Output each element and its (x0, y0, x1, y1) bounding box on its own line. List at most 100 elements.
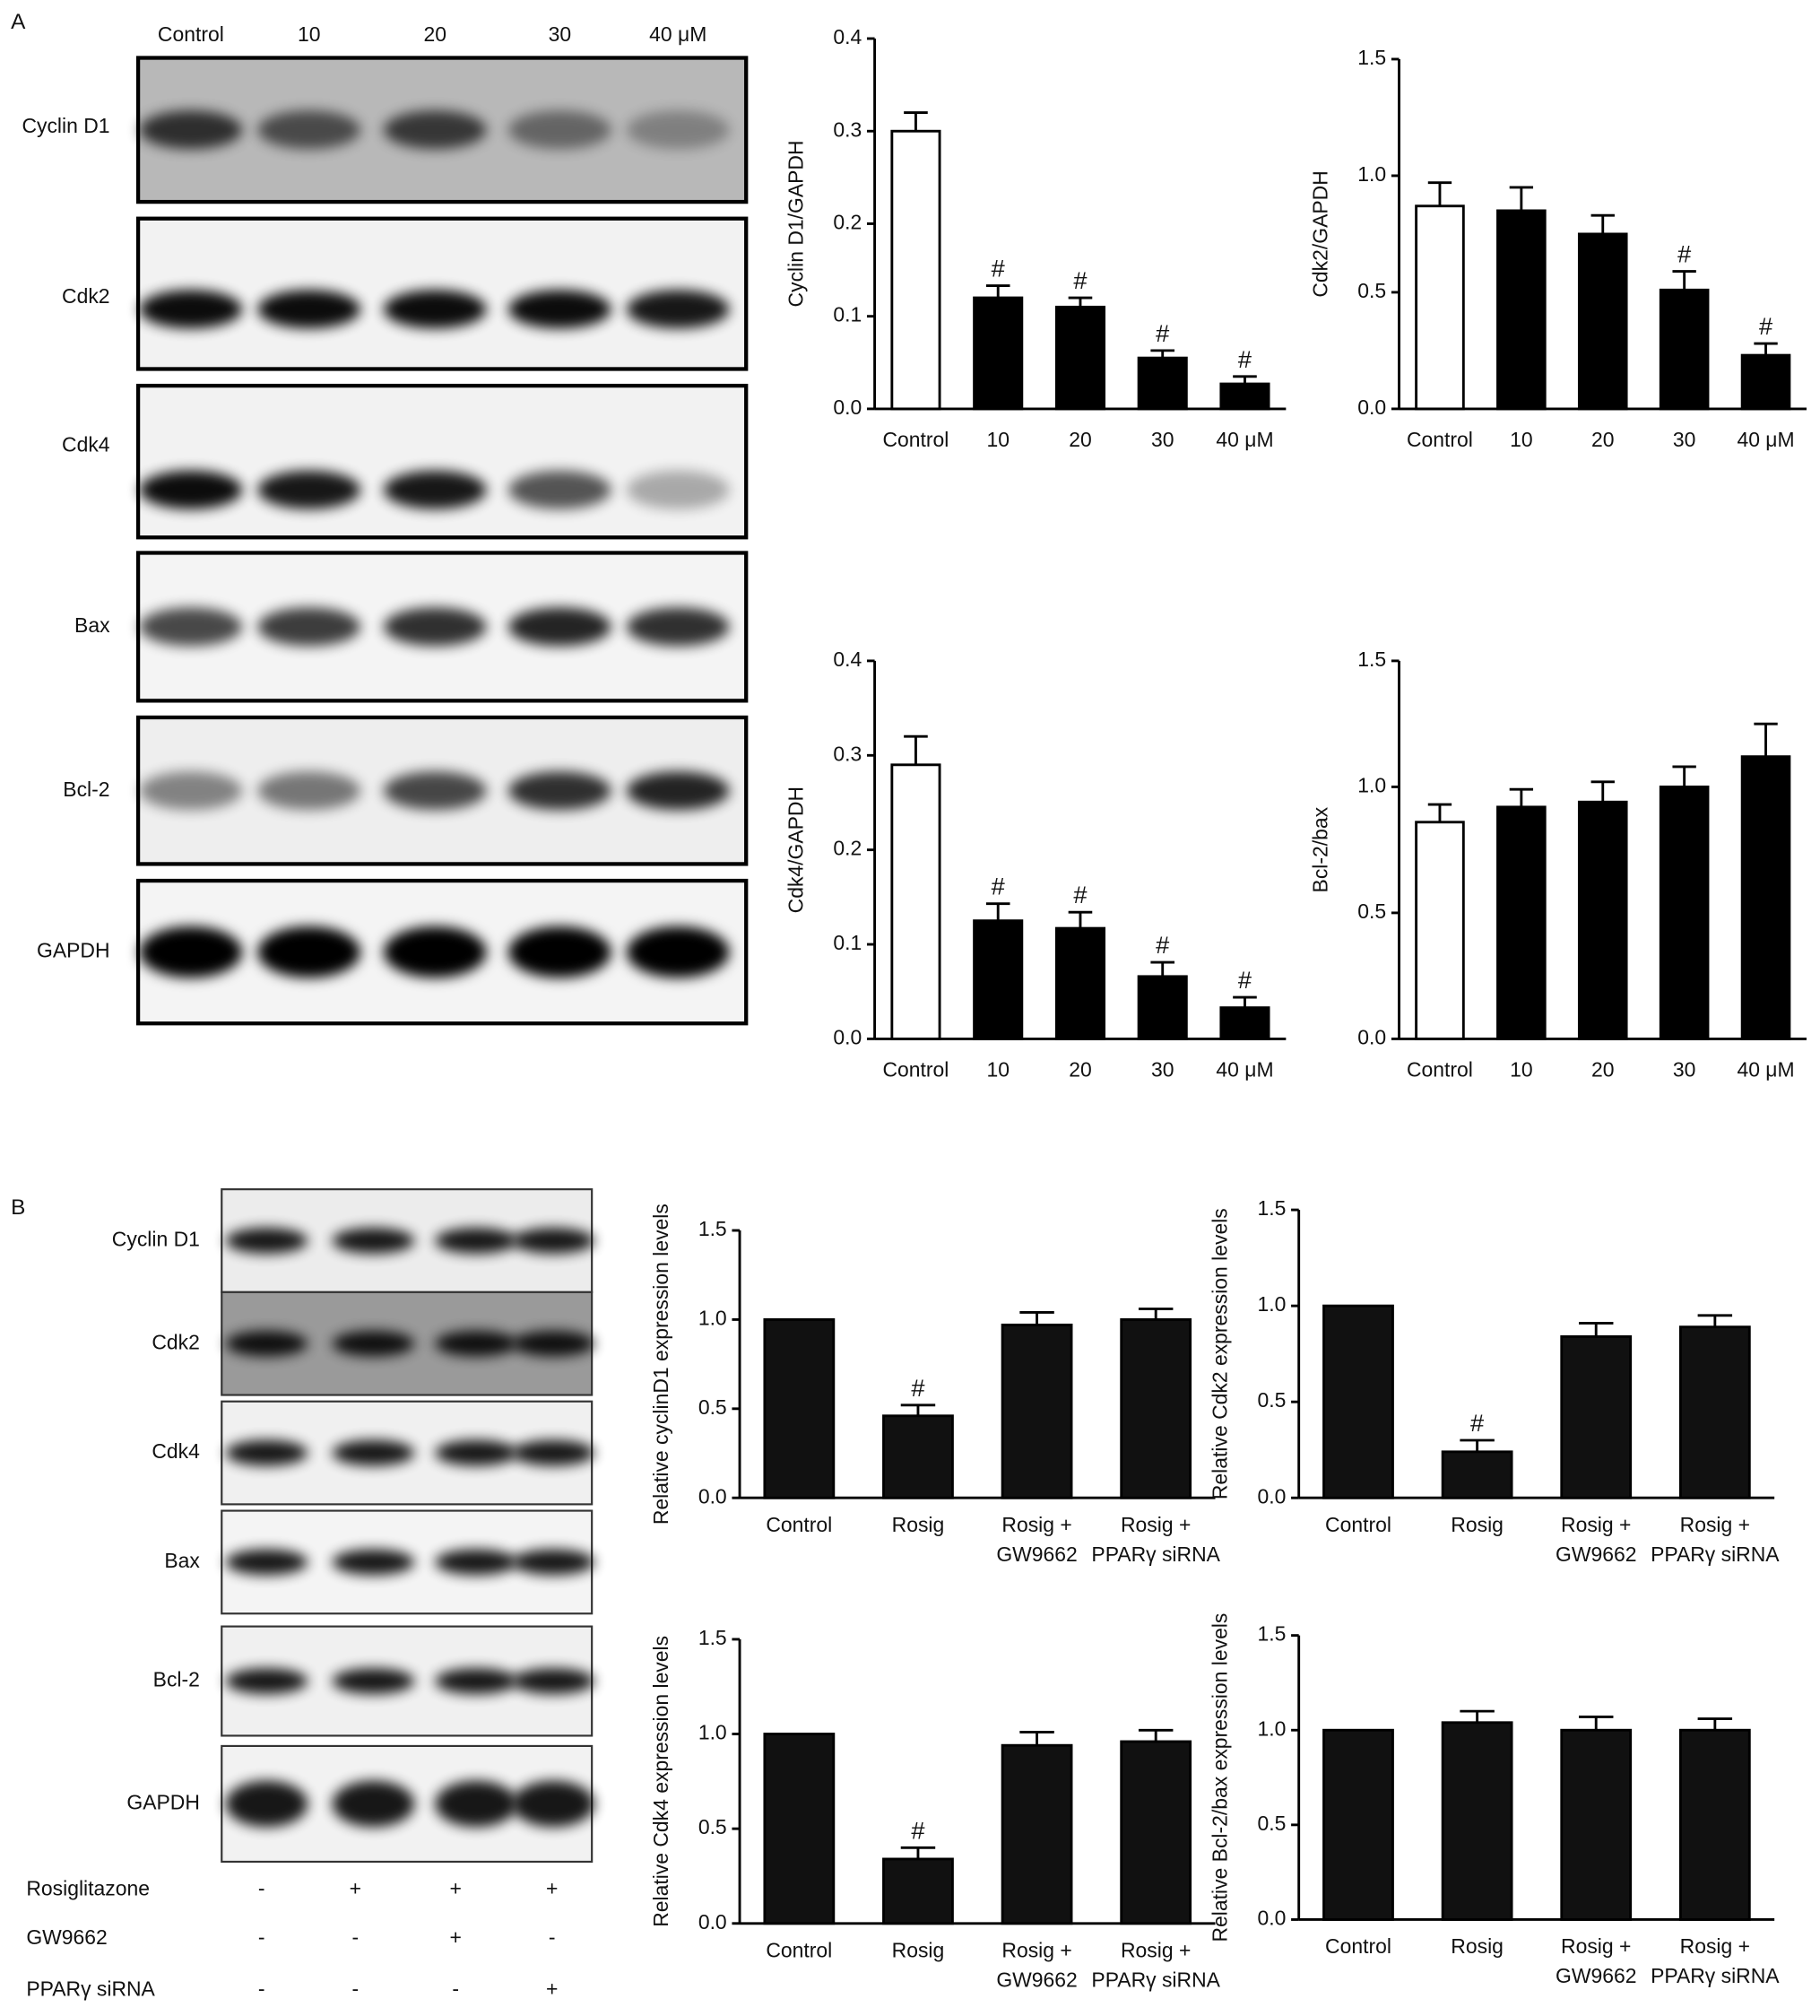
blot-band (626, 771, 730, 811)
panel-label: B (11, 1195, 25, 1220)
blot-band (257, 290, 361, 329)
blot-band (332, 1439, 415, 1466)
blot-band (507, 771, 611, 811)
y-tick-label: 0.5 (1357, 279, 1386, 302)
lane-label: 30 (549, 22, 572, 46)
x-tick-label: Rosig + (1001, 1513, 1071, 1536)
y-tick-label: 0.0 (1357, 1025, 1386, 1048)
y-tick-label: 0.5 (698, 1395, 727, 1419)
x-tick-label: Rosig (892, 1513, 945, 1536)
blot-band (139, 470, 243, 509)
blot-band (332, 1780, 415, 1828)
y-tick-label: 1.0 (1257, 1292, 1286, 1316)
lane-label: 40 μM (649, 22, 706, 46)
y-axis-label: Cyclin D1/GAPDH (784, 140, 808, 307)
y-tick-label: 0.5 (1257, 1812, 1286, 1835)
blot-band (435, 1780, 518, 1828)
treatment-sign: + (546, 1977, 558, 2000)
blot-band (626, 110, 730, 150)
y-tick-label: 1.5 (1257, 1622, 1286, 1646)
lane-label: 10 (298, 22, 321, 46)
x-tick-label: Rosig (892, 1938, 945, 1961)
bar (1001, 1323, 1073, 1499)
bar (1415, 821, 1465, 1040)
x-tick-label: Control (882, 1057, 949, 1081)
bar (1496, 805, 1547, 1040)
bar (1322, 1304, 1394, 1499)
x-tick-label: PPARγ siRNA (1651, 1542, 1780, 1566)
x-tick-label: 20 (1591, 1057, 1615, 1081)
blot-band (139, 607, 243, 647)
significance-mark: # (1470, 1409, 1484, 1437)
bar (882, 1414, 954, 1499)
panel-label: A (11, 10, 26, 34)
row-label: Cdk4 (62, 433, 110, 456)
y-tick-label: 1.5 (1257, 1196, 1286, 1220)
blot-band (225, 1549, 308, 1576)
x-tick-label: GW9662 (1556, 1964, 1636, 1987)
treatment-sign: + (450, 1877, 462, 1900)
treatment-sign: - (452, 1977, 459, 2000)
blot-band (435, 1228, 518, 1254)
treatment-sign: - (352, 1925, 360, 1949)
x-tick-label: Rosig (1451, 1934, 1504, 1958)
blot-band (332, 1549, 415, 1576)
charts: 0.0 0.1 0.2 0.3 0.4 Cyclin D1/GAPDH Control #10… (649, 25, 1807, 1991)
blot-band (383, 470, 487, 509)
y-tick-label: 0.0 (833, 395, 862, 419)
bar (1659, 288, 1710, 411)
bar (973, 296, 1024, 411)
treatment-sign: + (450, 1925, 462, 1949)
treatment-sign: - (549, 1925, 556, 1949)
y-tick-label: 0.2 (833, 837, 862, 860)
x-tick-label: Control (882, 428, 949, 451)
x-tick-label: Rosig + (1561, 1513, 1631, 1536)
blot-band (512, 1668, 595, 1694)
blot-band (507, 290, 611, 329)
bar (1659, 785, 1710, 1040)
blot-band (507, 470, 611, 509)
blot-band (139, 290, 243, 329)
treatment-sign: + (350, 1877, 361, 1900)
significance-mark: # (1759, 312, 1772, 340)
bar (1120, 1317, 1192, 1499)
bar (1054, 305, 1106, 411)
y-tick-label: 1.5 (698, 1626, 727, 1649)
blot-band (139, 925, 243, 978)
x-tick-label: Control (1325, 1513, 1391, 1536)
blot-band (139, 771, 243, 811)
significance-mark: # (1156, 319, 1169, 347)
x-tick-label: GW9662 (1556, 1542, 1636, 1566)
row-label: Cyclin D1 (22, 114, 109, 137)
blot-band (225, 1228, 308, 1254)
blot-band (225, 1780, 308, 1828)
x-tick-label: GW9662 (996, 1542, 1077, 1566)
x-tick-label: 10 (986, 428, 1010, 451)
row-label: GAPDH (37, 939, 110, 962)
x-tick-label: 10 (1510, 1057, 1533, 1081)
x-tick-label: 30 (1151, 428, 1174, 451)
blot-band (512, 1439, 595, 1466)
x-tick-label: Rosig + (1561, 1934, 1631, 1958)
x-tick-label: PPARγ siRNA (1091, 1542, 1220, 1566)
treatment-sign: + (546, 1877, 558, 1900)
significance-mark: # (1156, 931, 1169, 959)
blot-band (435, 1330, 518, 1357)
bar (1001, 1743, 1073, 1925)
bar (1740, 353, 1791, 411)
x-tick-label: 20 (1069, 1057, 1092, 1081)
chart: 0.0 0.5 1.0 1.5 Cdk2/GAPDH Control 10 20 #30 #40 … (1309, 46, 1807, 451)
bar (1137, 975, 1188, 1040)
bar (1577, 232, 1628, 411)
x-tick-label: PPARγ siRNA (1651, 1964, 1780, 1987)
significance-mark: # (992, 873, 1005, 900)
row-label: Cyclin D1 (112, 1228, 200, 1251)
row-label: Cdk2 (152, 1330, 200, 1353)
blot-band (435, 1549, 518, 1576)
row-label: Cdk2 (62, 284, 110, 308)
bar (1577, 800, 1628, 1040)
blot-band (435, 1439, 518, 1466)
y-axis-label: Cdk4/GAPDH (784, 786, 808, 913)
bar (1137, 356, 1188, 411)
